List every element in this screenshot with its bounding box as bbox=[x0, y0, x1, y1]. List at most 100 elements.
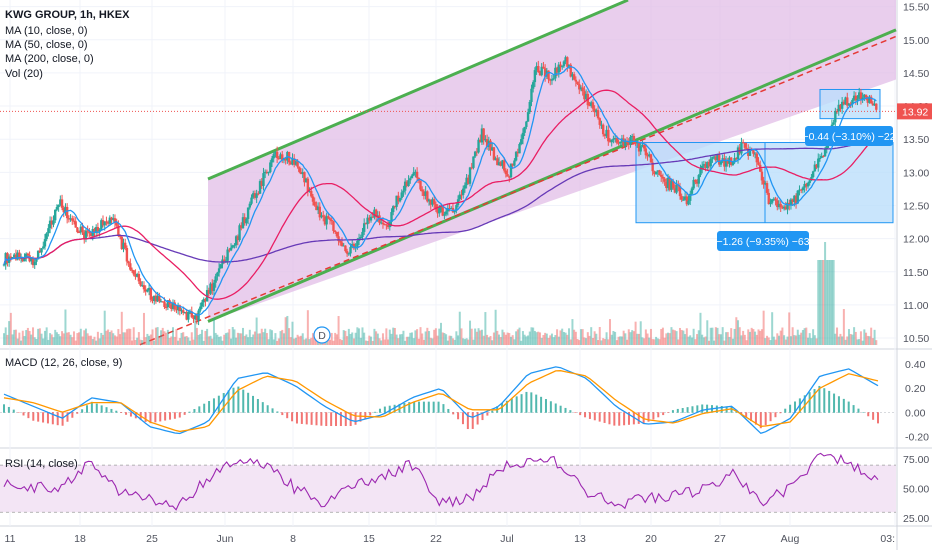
candle-body bbox=[103, 221, 106, 226]
volume-bar bbox=[301, 333, 304, 345]
volume-bar bbox=[42, 338, 45, 345]
volume-bar bbox=[233, 329, 236, 345]
macd-histogram-bar bbox=[310, 412, 313, 425]
volume-bar bbox=[491, 340, 494, 345]
volume-bar bbox=[228, 329, 231, 345]
candle-body bbox=[151, 299, 154, 301]
macd-pane[interactable] bbox=[0, 366, 896, 435]
volume-bar bbox=[842, 309, 845, 345]
volume-bar bbox=[545, 333, 548, 345]
volume-bar bbox=[170, 336, 173, 345]
volume-bar bbox=[469, 320, 472, 345]
volume-bar bbox=[755, 334, 758, 345]
candle-body bbox=[726, 161, 729, 164]
macd-histogram-bar bbox=[701, 404, 704, 413]
time-axis[interactable]: 11 18 25 Jun 8 15 22 Jul 13 20 27 Aug 03: bbox=[5, 533, 895, 545]
candle-body bbox=[806, 183, 810, 187]
candle-body bbox=[516, 151, 520, 154]
price-pane[interactable]: −1.26 (−9.35%) −63 −0.44 (−3.10%) −22 D bbox=[0, 0, 897, 526]
macd-histogram-bar bbox=[515, 396, 518, 413]
dividend-marker[interactable]: D bbox=[313, 326, 331, 344]
macd-histogram-bar bbox=[115, 410, 118, 413]
macd-histogram-bar bbox=[662, 412, 665, 416]
candle-body bbox=[292, 158, 296, 165]
candle-body bbox=[525, 121, 528, 127]
volume-bar bbox=[197, 334, 200, 345]
candle-body bbox=[361, 231, 364, 237]
volume-bar bbox=[810, 338, 813, 345]
macd-histogram-bar bbox=[857, 408, 860, 413]
candle-body bbox=[658, 170, 661, 175]
volume-bar bbox=[358, 328, 361, 345]
volume-bar bbox=[72, 331, 75, 345]
macd-histogram-bar bbox=[540, 396, 543, 413]
candle-body bbox=[112, 218, 115, 220]
volume-bar bbox=[429, 337, 432, 345]
candle-body bbox=[835, 111, 839, 113]
candle-body bbox=[554, 67, 557, 79]
volume-bar bbox=[399, 334, 402, 345]
candle-body bbox=[47, 228, 50, 234]
candle-body bbox=[59, 199, 62, 205]
volume-bar bbox=[822, 260, 825, 345]
volume-bar bbox=[342, 330, 345, 345]
candle-body bbox=[424, 191, 427, 196]
candle-body bbox=[57, 204, 60, 208]
macd-histogram-bar bbox=[66, 412, 69, 422]
volume-bar bbox=[559, 330, 562, 345]
macd-histogram-bar bbox=[789, 404, 792, 413]
macd-histogram-bar bbox=[32, 412, 35, 421]
volume-bar bbox=[37, 328, 40, 345]
volume-bar bbox=[445, 334, 448, 345]
candle-body bbox=[576, 81, 579, 85]
candle-body bbox=[163, 301, 166, 307]
chart-title: KWG GROUP, 1h, HKEX bbox=[5, 9, 130, 21]
volume-bar bbox=[566, 334, 569, 345]
candle-body bbox=[776, 200, 779, 208]
macd-histogram-bar bbox=[818, 385, 821, 413]
volume-bar bbox=[306, 310, 309, 345]
volume-bar bbox=[579, 329, 582, 345]
price-tick-label: 12.00 bbox=[903, 234, 929, 246]
candle-body bbox=[823, 148, 827, 157]
macd-histogram-bar bbox=[623, 412, 626, 426]
candle-body bbox=[769, 202, 772, 205]
rsi-pane[interactable] bbox=[0, 452, 896, 513]
volume-bar bbox=[668, 333, 671, 345]
candle-body bbox=[193, 315, 197, 319]
volume-bar bbox=[221, 340, 224, 345]
candle-body bbox=[723, 158, 726, 167]
candle-body bbox=[352, 243, 356, 249]
candle-body bbox=[308, 190, 311, 192]
volume-bar bbox=[262, 332, 265, 345]
candle-body bbox=[581, 87, 584, 92]
dividend-marker-text[interactable]: D bbox=[318, 330, 326, 342]
volume-bar bbox=[649, 328, 652, 345]
macd-histogram-bar bbox=[471, 412, 474, 429]
candle-body bbox=[33, 261, 36, 266]
price-axis[interactable]: 10.5011.0011.5012.0012.5013.0013.5014.00… bbox=[897, 2, 932, 525]
volume-bar bbox=[516, 329, 519, 345]
candle-body bbox=[142, 285, 146, 290]
candle-body bbox=[303, 172, 306, 183]
candle-body bbox=[400, 192, 403, 198]
volume-bar bbox=[853, 327, 856, 345]
volume-bar bbox=[865, 332, 868, 345]
candle-body bbox=[154, 295, 158, 302]
volume-bar bbox=[836, 327, 839, 345]
volume-bar bbox=[90, 335, 93, 345]
candle-body bbox=[731, 162, 735, 165]
volume-bar bbox=[392, 327, 395, 345]
macd-histogram-bar bbox=[833, 393, 836, 413]
candle-body bbox=[854, 95, 858, 101]
dividend-marker-circle[interactable] bbox=[313, 326, 331, 344]
volume-bar bbox=[839, 333, 842, 345]
volume-bar bbox=[144, 337, 147, 345]
volume-bar bbox=[829, 260, 832, 345]
volume-bar bbox=[257, 333, 260, 345]
volume-bar bbox=[800, 332, 803, 345]
volume-bar bbox=[136, 337, 139, 345]
candle-body bbox=[166, 300, 170, 308]
candle-body bbox=[304, 178, 308, 183]
macd-histogram-bar bbox=[686, 407, 689, 413]
